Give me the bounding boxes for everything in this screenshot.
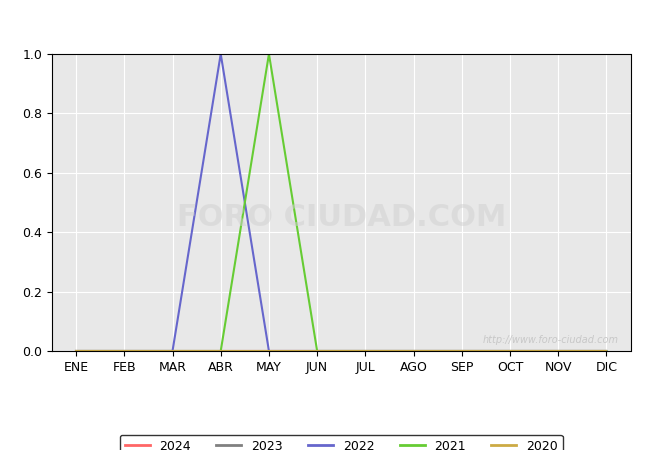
Legend: 2024, 2023, 2022, 2021, 2020: 2024, 2023, 2022, 2021, 2020: [120, 435, 563, 450]
Text: FORO CIUDAD.COM: FORO CIUDAD.COM: [177, 203, 506, 232]
Text: Matriculaciones de Vehiculos en Dévanos: Matriculaciones de Vehiculos en Dévanos: [138, 18, 512, 36]
Text: http://www.foro-ciudad.com: http://www.foro-ciudad.com: [483, 335, 619, 345]
